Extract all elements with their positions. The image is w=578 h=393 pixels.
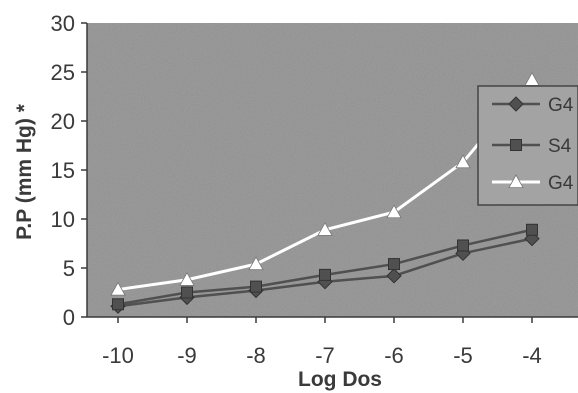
- x-tick-label: -8: [246, 343, 266, 368]
- data-point: [388, 258, 400, 271]
- y-axis-title: P.P (mm Hg) *: [13, 103, 36, 240]
- data-point: [317, 221, 333, 236]
- data-point: [110, 281, 126, 296]
- x-tick-label: -10: [102, 343, 134, 368]
- data-point: [250, 280, 262, 293]
- y-tick-label: 20: [51, 109, 75, 134]
- y-tick-label: 30: [51, 11, 75, 36]
- series-group: [110, 72, 540, 314]
- legend: G4 S4 G4: [477, 85, 578, 206]
- x-tick-label: -6: [384, 343, 404, 368]
- legend-item: S4: [492, 136, 572, 157]
- data-point: [457, 239, 469, 252]
- x-tick-group: -10 -9 -8 -7 -6 -5 -4: [102, 317, 542, 368]
- legend-marker: [508, 96, 524, 112]
- series-3: [110, 72, 540, 296]
- legend-label: S4: [548, 136, 572, 157]
- y-tick-group: 0 5 10 15 20 25 30: [51, 11, 87, 330]
- x-axis-title: Log Dos: [298, 368, 382, 391]
- data-point: [526, 223, 538, 236]
- data-point: [248, 256, 264, 271]
- x-tick-label: -9: [177, 343, 197, 368]
- data-point: [386, 268, 402, 284]
- data-point: [386, 204, 402, 219]
- x-tick-label: -5: [453, 343, 473, 368]
- legend-label: G4: [548, 95, 574, 116]
- legend-item: G4: [492, 173, 574, 194]
- y-tick-label: 15: [51, 158, 75, 183]
- legend-label: G4: [548, 173, 574, 194]
- data-point: [179, 271, 195, 286]
- y-tick-label: 5: [63, 256, 75, 281]
- series-2: [112, 223, 538, 311]
- data-point: [455, 154, 471, 169]
- y-tick-label: 10: [51, 207, 75, 232]
- x-tick-label: -4: [522, 343, 542, 368]
- y-tick-label: 0: [63, 305, 75, 330]
- legend-marker: [508, 174, 524, 189]
- data-point: [181, 286, 193, 299]
- y-tick-label: 25: [51, 60, 75, 85]
- legend-marker: [510, 139, 522, 151]
- data-point: [112, 298, 124, 311]
- legend-item: G4: [492, 95, 574, 116]
- data-point: [319, 268, 331, 281]
- x-tick-label: -7: [315, 343, 335, 368]
